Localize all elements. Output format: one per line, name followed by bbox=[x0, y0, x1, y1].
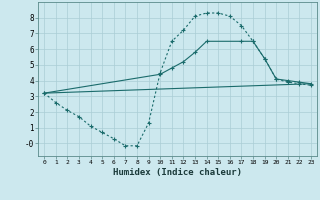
X-axis label: Humidex (Indice chaleur): Humidex (Indice chaleur) bbox=[113, 168, 242, 177]
